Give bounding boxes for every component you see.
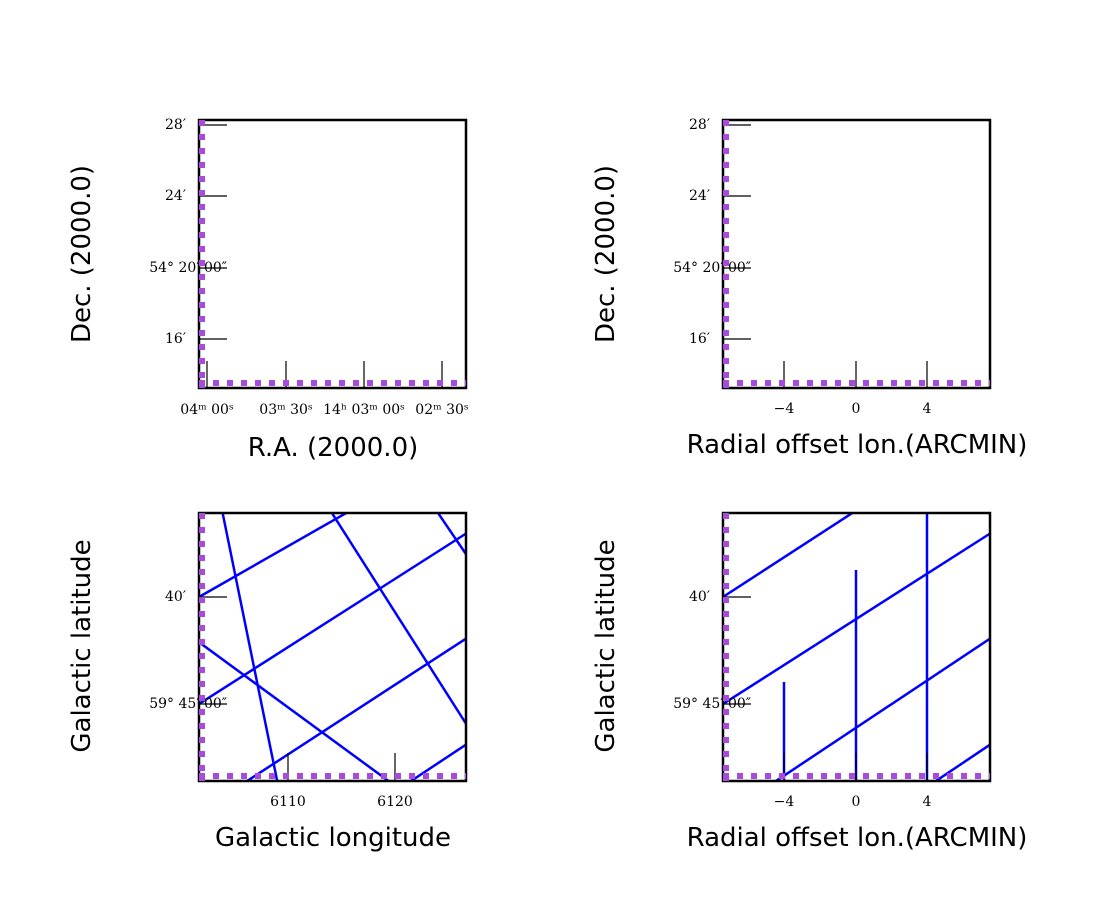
- y-tick-label: 59° 45′ 00″: [149, 696, 227, 712]
- x-tick-label: 0: [852, 794, 861, 810]
- grid-line: [244, 637, 466, 781]
- panel-top-left: 28′ 24′ 54° 20′ 00″ 16′ 04ᵐ 00ˢ 03ᵐ 30ˢ …: [67, 117, 469, 463]
- x-axis-label: R.A. (2000.0): [248, 433, 419, 463]
- y-tick-label: 59° 45′ 00″: [673, 696, 751, 712]
- x-tick-label: 04ᵐ 00ˢ: [180, 402, 234, 418]
- plot-frame: [197, 511, 468, 783]
- y-axis-label: Dec. (2000.0): [67, 165, 97, 343]
- y-tick-label: 28′: [165, 117, 186, 133]
- x-tick-label: 4: [923, 401, 932, 417]
- y-tick-label: 24′: [689, 188, 710, 204]
- plot-frame: [197, 118, 468, 390]
- x-axis-label: Galactic longitude: [215, 823, 451, 853]
- x-tick-label: −4: [774, 794, 795, 810]
- y-tick-label: 54° 20′ 00″: [673, 260, 751, 276]
- grid-line: [408, 743, 466, 781]
- x-tick-label: −4: [774, 401, 795, 417]
- y-tick-label: 40′: [165, 589, 186, 605]
- grid-line: [221, 513, 279, 781]
- panel-bottom-right: 40′ 59° 45′ 00″ −4 0 4 Radial offset lon…: [591, 511, 1028, 853]
- grid-line: [199, 513, 349, 599]
- y-tick-label: 54° 20′ 00″: [149, 260, 227, 276]
- y-axis-label: Galactic latitude: [591, 539, 621, 752]
- x-tick-label: 6110: [270, 794, 306, 810]
- y-tick-label: 16′: [689, 331, 710, 347]
- y-tick-label: 16′: [165, 331, 186, 347]
- x-tick-label: 14ʰ 03ᵐ 00ˢ: [323, 402, 405, 418]
- panel-bottom-left: 40′ 59° 45′ 00″ 6110 6120 Galactic longi…: [67, 511, 468, 853]
- grid-line: [199, 640, 391, 781]
- grid-line: [436, 513, 466, 557]
- y-tick-label: 24′: [165, 188, 186, 204]
- grid-line: [330, 513, 466, 727]
- x-tick-label: 6120: [377, 794, 413, 810]
- grid-line: [773, 637, 990, 781]
- x-tick-label: 02ᵐ 30ˢ: [415, 402, 469, 418]
- grid-line: [199, 532, 466, 706]
- grid-line: [933, 743, 990, 781]
- y-tick-label: 40′: [689, 589, 710, 605]
- y-tick-label: 28′: [689, 117, 710, 133]
- grid-line: [723, 513, 855, 599]
- y-axis-label: Dec. (2000.0): [591, 165, 621, 343]
- x-tick-label: 03ᵐ 30ˢ: [259, 402, 313, 418]
- grid-line: [723, 532, 990, 706]
- x-tick-label: 0: [852, 401, 861, 417]
- coordinate-grid: [199, 513, 466, 781]
- x-tick-label: 4: [923, 794, 932, 810]
- panel-top-right: 28′ 24′ 54° 20′ 00″ 16′ −4 0 4 Radial of…: [591, 117, 1027, 460]
- coordinate-grid: [723, 513, 990, 781]
- plot-frame: [721, 118, 992, 390]
- y-axis-label: Galactic latitude: [67, 539, 97, 752]
- x-axis-label: Radial offset lon.(ARCMIN): [687, 430, 1028, 460]
- x-axis-label: Radial offset lon.(ARCMIN): [687, 823, 1028, 853]
